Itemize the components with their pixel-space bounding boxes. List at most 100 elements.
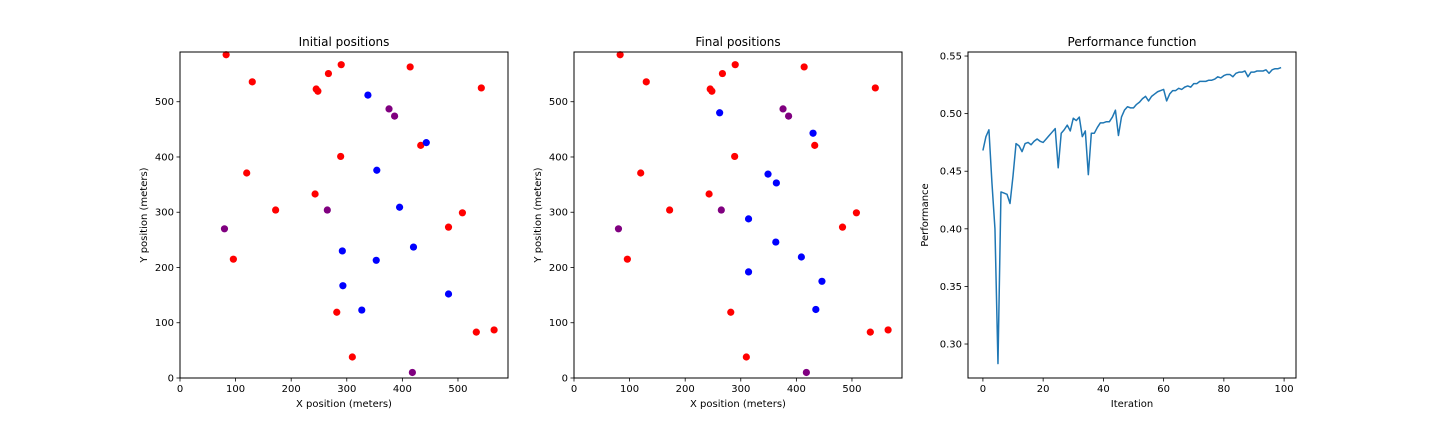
initial-positions-chart: Initial positions 0 100 200 300 400 500 0 100 2… — [139, 35, 509, 410]
red-point — [616, 51, 624, 59]
red-point — [406, 63, 414, 71]
red-point — [731, 61, 739, 69]
plot-frame — [179, 51, 509, 379]
blue-point — [395, 203, 404, 211]
red-point — [866, 328, 874, 336]
y-axis-ticks: 0 100 200 300 400 500 — [549, 97, 574, 385]
y-tick-label: 0.35 — [940, 282, 962, 293]
x-tick-label: 100 — [1275, 384, 1294, 395]
x-axis-label: Iteration — [1111, 399, 1153, 410]
y-tick-label: 300 — [549, 208, 568, 219]
blue-point — [364, 91, 372, 99]
red-point — [871, 84, 879, 92]
x-tick-label: 500 — [842, 384, 861, 395]
red-point — [311, 190, 319, 198]
blue-point — [772, 179, 780, 187]
x-tick-label: 60 — [1157, 384, 1170, 395]
blue-point — [373, 166, 381, 174]
blue-point — [764, 170, 772, 178]
red-point — [324, 69, 333, 78]
blue-point — [372, 256, 380, 264]
x-tick-label: 100 — [620, 384, 639, 395]
red-point — [490, 326, 498, 334]
y-tick-label: 0.45 — [940, 167, 962, 178]
blue-point — [338, 247, 346, 255]
performance-function-chart: Performance function 0 20 40 60 80 100 0.300.… — [920, 35, 1297, 410]
y-tick-label: 0.55 — [940, 52, 962, 63]
x-tick-label: 500 — [448, 384, 467, 395]
red-point — [248, 78, 256, 86]
x-tick-label: 400 — [393, 384, 412, 395]
purple-point — [614, 225, 623, 233]
red-point — [333, 308, 341, 316]
blue-point — [339, 282, 347, 290]
blue-point — [716, 109, 724, 117]
x-tick-label: 100 — [226, 384, 245, 395]
purple-point — [385, 105, 393, 113]
red-point — [444, 223, 453, 231]
red-point — [417, 141, 425, 149]
x-tick-label: 0 — [980, 384, 986, 395]
y-tick-label: 100 — [549, 318, 568, 329]
y-tick-label: 400 — [549, 152, 568, 163]
x-tick-label: 200 — [676, 384, 695, 395]
y-tick-label: 0.30 — [940, 340, 962, 351]
y-tick-label: 300 — [155, 208, 174, 219]
x-tick-label: 300 — [731, 384, 750, 395]
x-tick-label: 20 — [1037, 384, 1050, 395]
x-tick-label: 0 — [177, 384, 183, 395]
red-point — [838, 223, 847, 231]
blue-point — [812, 305, 820, 314]
red-point — [272, 206, 280, 214]
red-point — [727, 308, 735, 316]
chart-title: Final positions — [695, 35, 780, 49]
red-point — [477, 84, 485, 92]
x-tick-label: 200 — [282, 384, 301, 395]
x-axis-label: X position (meters) — [296, 399, 392, 410]
y-tick-label: 0 — [168, 374, 174, 385]
blue-point — [422, 139, 430, 147]
red-point — [472, 328, 480, 336]
plot-frame — [573, 51, 903, 379]
purple-point — [323, 206, 331, 214]
blue-point — [772, 238, 780, 246]
blue-point — [409, 243, 418, 251]
y-axis-label: Y position (meters) — [533, 167, 544, 263]
final-positions-chart: Final positions 0 100 200 300 400 500 0 100 200… — [533, 35, 903, 410]
red-point — [708, 87, 716, 95]
scatter-points — [220, 51, 498, 377]
y-tick-label: 500 — [549, 97, 568, 108]
red-point — [642, 78, 650, 86]
purple-point — [784, 112, 793, 120]
x-axis-ticks: 0 20 40 60 80 100 — [980, 378, 1294, 395]
x-tick-label: 300 — [337, 384, 356, 395]
red-point — [852, 209, 861, 217]
y-tick-label: 400 — [155, 152, 174, 163]
y-axis-ticks: 0 100 200 300 400 500 — [155, 97, 180, 385]
red-point — [314, 87, 322, 95]
red-point — [348, 353, 356, 361]
red-point — [811, 141, 819, 149]
y-tick-label: 200 — [155, 263, 174, 274]
purple-point — [220, 225, 229, 233]
blue-point — [358, 306, 366, 314]
x-tick-label: 40 — [1097, 384, 1110, 395]
y-axis-label: Y position (meters) — [139, 167, 150, 263]
red-point — [337, 61, 345, 69]
y-tick-label: 0 — [562, 374, 568, 385]
blue-point — [818, 277, 826, 285]
blue-point — [444, 290, 453, 298]
chart-title: Initial positions — [299, 35, 390, 49]
red-point — [666, 206, 674, 214]
y-tick-label: 0.50 — [940, 109, 962, 120]
red-point — [731, 152, 739, 161]
x-tick-label: 400 — [787, 384, 806, 395]
red-point — [705, 190, 713, 198]
y-axis-ticks: 0.30 0.35 0.40 0.45 0.50 0.55 — [940, 52, 968, 351]
scatter-points — [614, 51, 892, 377]
chart-title: Performance function — [1068, 35, 1197, 49]
red-point — [718, 69, 727, 78]
red-point — [800, 63, 808, 71]
plot-frame — [967, 51, 1297, 379]
